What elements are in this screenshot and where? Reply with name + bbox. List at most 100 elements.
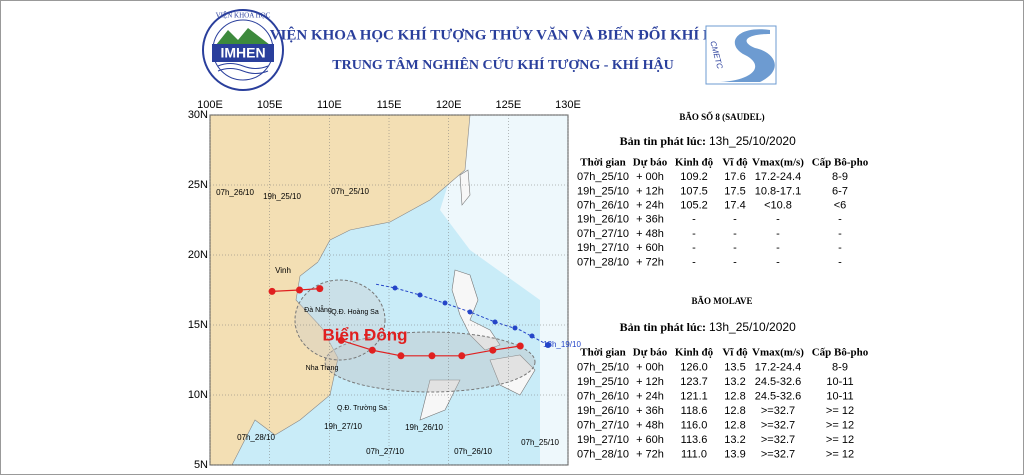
lat-label: 15N	[188, 319, 208, 331]
partner-logo	[705, 25, 777, 85]
gulf	[318, 240, 348, 282]
table-cell: 17.5	[724, 185, 745, 197]
table-cell: 07h_27/10	[577, 419, 629, 431]
table-cell: -	[838, 228, 842, 240]
forecast-point	[428, 352, 436, 360]
table-cell: 17.2-24.4	[755, 171, 801, 183]
table-cell: >= 12	[826, 405, 854, 417]
table-cell: >=32.7	[761, 405, 795, 417]
table-cell: 07h_27/10	[577, 228, 629, 240]
table-cell: 6-7	[832, 185, 848, 197]
table-cell: 113.6	[681, 434, 708, 446]
forecast-point	[296, 286, 303, 294]
table-cell: 118.6	[681, 405, 708, 417]
table-cell: -	[776, 214, 780, 226]
lon-label: 115E	[377, 99, 402, 111]
table-cell: 13.2	[724, 434, 745, 446]
logo-name: IMHEN	[220, 45, 265, 61]
table-cell: + 36h	[636, 214, 664, 226]
column-header: Thời gian	[580, 347, 626, 359]
table-cell: 13.5	[724, 361, 745, 373]
table-cell: <6	[834, 200, 847, 212]
table-cell: -	[733, 242, 737, 254]
table-cell: -	[692, 214, 696, 226]
table-cell: 121.1	[680, 390, 708, 402]
table-cell: 17.6	[724, 171, 745, 183]
map-label: Vinh	[275, 266, 291, 275]
issued-time: 13h_25/10/2020	[709, 134, 796, 148]
table-cell: 10.8-17.1	[755, 185, 801, 197]
table-cell: + 00h	[636, 361, 664, 373]
table-cell: 126.0	[680, 361, 708, 373]
forecast-point	[458, 352, 466, 360]
table-cell: 8-9	[832, 171, 848, 183]
forecast-point	[268, 287, 276, 295]
lat-label: 20N	[188, 249, 208, 261]
table-cell: -	[776, 256, 780, 268]
table-cell: + 12h	[636, 185, 664, 197]
uncertainty-cone	[294, 279, 386, 361]
forecast-point	[337, 336, 345, 344]
lat-label: 10N	[188, 389, 208, 401]
column-header: Vĩ độ	[722, 347, 748, 359]
table-cell: 19h_25/10	[577, 376, 629, 388]
map-label: 07h_26/10	[216, 188, 254, 197]
table-cell: + 72h	[636, 448, 664, 460]
table-cell: + 60h	[636, 434, 664, 446]
logo	[202, 9, 284, 91]
table-cell: 116.0	[681, 419, 708, 431]
table-cell: -	[733, 214, 737, 226]
table-cell: -	[776, 228, 780, 240]
table-cell: 19h_27/10	[577, 434, 629, 446]
lon-label: 110E	[317, 99, 342, 111]
column-header: Dự báo	[633, 347, 668, 359]
header-subtitle: TRUNG TÂM NGHIÊN CỨU KHÍ TƯỢNG - KHÍ HẬU	[332, 56, 673, 73]
column-header: Thời gian	[580, 157, 626, 169]
table-cell: -	[838, 214, 842, 226]
table-cell: 07h_26/10	[577, 390, 629, 402]
table-cell: >=32.7	[761, 434, 795, 446]
column-header: Dự báo	[633, 157, 668, 169]
mainland	[209, 114, 471, 466]
table-cell: 07h_26/10	[577, 200, 629, 212]
outer-sea	[440, 115, 568, 465]
map-label: Q.Đ. Trường Sa	[337, 405, 387, 412]
map-label: Đà Nẵng	[304, 305, 332, 314]
column-header: Cấp Bô-pho	[812, 347, 869, 359]
column-header: Vmax(m/s)	[752, 157, 804, 169]
lat-label: 25N	[188, 179, 208, 191]
table-cell: 07h_25/10	[577, 361, 629, 373]
column-header: Cấp Bô-pho	[812, 157, 869, 169]
island	[451, 269, 501, 351]
table-cell: 13.9	[724, 448, 745, 460]
table-cell: 19h_27/10	[577, 242, 629, 254]
table-cell: + 48h	[636, 228, 664, 240]
table-cell: 19h_26/10	[577, 405, 629, 417]
lat-label: 30N	[188, 109, 208, 121]
table-cell: 12.8	[724, 390, 745, 402]
table-cell: 07h_28/10	[577, 448, 629, 460]
past-track-points	[392, 285, 551, 348]
map-label: 07h_25/10	[521, 438, 559, 447]
table-cell: 12.8	[724, 405, 745, 417]
table-cell: 109.2	[680, 171, 708, 183]
map-label: Q.Đ. Hoàng Sa	[331, 309, 379, 316]
table-cell: >=32.7	[761, 448, 795, 460]
table-cell: 24.5-32.6	[755, 376, 801, 388]
table-title: BÃO MOLAVE	[691, 296, 752, 306]
table-cell: 111.0	[681, 448, 707, 460]
table-cell: 12.8	[724, 419, 745, 431]
table-cell: + 24h	[636, 390, 664, 402]
lat-label: 5N	[194, 459, 208, 471]
island	[459, 169, 471, 206]
map-label: 07h_25/10	[331, 187, 369, 196]
table-cell: -	[692, 242, 696, 254]
column-header: Kinh độ	[675, 157, 714, 169]
forecast-point	[489, 346, 497, 354]
table-title: BÃO SỐ 8 (SAUDEL)	[679, 112, 764, 122]
issued-label: Bản tin phát lúc:	[620, 320, 706, 334]
lon-label: 120E	[436, 99, 462, 111]
map-label: Nha Trang	[306, 365, 339, 372]
table-cell: -	[838, 242, 842, 254]
table-cell: 17.4	[724, 200, 745, 212]
